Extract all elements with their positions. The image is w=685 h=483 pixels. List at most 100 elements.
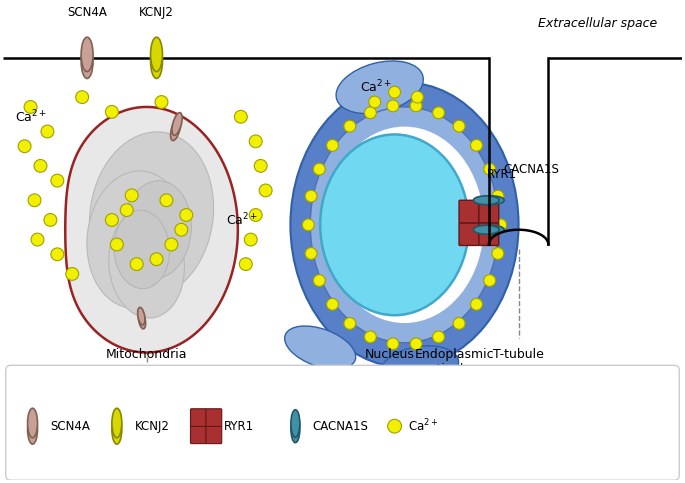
Ellipse shape xyxy=(150,253,163,266)
Ellipse shape xyxy=(81,44,93,78)
Ellipse shape xyxy=(305,248,317,259)
Ellipse shape xyxy=(313,275,325,286)
Ellipse shape xyxy=(495,219,507,231)
Ellipse shape xyxy=(388,86,401,98)
Ellipse shape xyxy=(364,331,376,343)
Ellipse shape xyxy=(473,225,499,234)
Ellipse shape xyxy=(172,113,182,135)
FancyBboxPatch shape xyxy=(459,223,479,245)
Ellipse shape xyxy=(105,213,119,227)
Ellipse shape xyxy=(433,331,445,343)
Ellipse shape xyxy=(344,317,356,329)
Ellipse shape xyxy=(165,238,178,251)
Ellipse shape xyxy=(112,414,122,444)
Text: CACNA1S: CACNA1S xyxy=(312,420,368,433)
Ellipse shape xyxy=(473,196,499,205)
FancyBboxPatch shape xyxy=(190,409,206,426)
Text: Ca$^{2+}$: Ca$^{2+}$ xyxy=(226,212,258,228)
Ellipse shape xyxy=(259,184,272,197)
FancyBboxPatch shape xyxy=(5,365,680,480)
Ellipse shape xyxy=(24,100,37,114)
Ellipse shape xyxy=(112,408,122,438)
Ellipse shape xyxy=(151,37,162,71)
FancyBboxPatch shape xyxy=(206,409,222,426)
Ellipse shape xyxy=(160,194,173,207)
Ellipse shape xyxy=(302,219,314,231)
Ellipse shape xyxy=(305,190,317,202)
FancyBboxPatch shape xyxy=(479,223,499,245)
Ellipse shape xyxy=(51,248,64,261)
Ellipse shape xyxy=(291,415,300,442)
Ellipse shape xyxy=(122,181,191,279)
FancyBboxPatch shape xyxy=(190,426,206,443)
Ellipse shape xyxy=(478,196,504,205)
Ellipse shape xyxy=(290,83,519,367)
Ellipse shape xyxy=(138,312,146,329)
Ellipse shape xyxy=(155,96,168,108)
Text: KCNJ2: KCNJ2 xyxy=(135,420,170,433)
Ellipse shape xyxy=(453,317,465,329)
Ellipse shape xyxy=(327,140,338,151)
Ellipse shape xyxy=(27,408,38,438)
Text: Ca$^{2+}$: Ca$^{2+}$ xyxy=(14,109,47,125)
Ellipse shape xyxy=(254,159,267,172)
Ellipse shape xyxy=(75,91,88,103)
Ellipse shape xyxy=(151,44,162,78)
Ellipse shape xyxy=(234,111,247,123)
Ellipse shape xyxy=(387,338,399,350)
FancyBboxPatch shape xyxy=(206,426,222,443)
Ellipse shape xyxy=(492,248,504,259)
Ellipse shape xyxy=(245,233,257,246)
Ellipse shape xyxy=(41,125,54,138)
Text: KCNJ2: KCNJ2 xyxy=(139,5,174,18)
Ellipse shape xyxy=(130,258,143,270)
Ellipse shape xyxy=(105,105,119,118)
Ellipse shape xyxy=(320,134,469,315)
Text: Ca$^{2+}$: Ca$^{2+}$ xyxy=(360,79,392,96)
Ellipse shape xyxy=(364,107,376,119)
Ellipse shape xyxy=(34,159,47,172)
Text: RYR1: RYR1 xyxy=(487,168,517,181)
Ellipse shape xyxy=(81,37,93,71)
Ellipse shape xyxy=(291,410,300,437)
Ellipse shape xyxy=(90,132,214,298)
Ellipse shape xyxy=(313,163,325,175)
Ellipse shape xyxy=(410,100,422,112)
FancyBboxPatch shape xyxy=(479,200,499,223)
Ellipse shape xyxy=(285,326,356,369)
Ellipse shape xyxy=(484,163,496,175)
Ellipse shape xyxy=(318,117,491,333)
Text: T-tubule: T-tubule xyxy=(493,348,544,361)
Text: Nucleus: Nucleus xyxy=(364,348,414,361)
FancyBboxPatch shape xyxy=(459,200,479,223)
Ellipse shape xyxy=(239,258,252,270)
Ellipse shape xyxy=(484,275,496,286)
Ellipse shape xyxy=(138,307,145,325)
Ellipse shape xyxy=(471,298,482,310)
Text: SCN4A: SCN4A xyxy=(67,5,107,18)
Ellipse shape xyxy=(51,174,64,187)
Ellipse shape xyxy=(478,225,504,234)
Ellipse shape xyxy=(388,419,401,433)
Ellipse shape xyxy=(410,338,422,350)
Ellipse shape xyxy=(66,268,79,280)
Text: Endoplasmic
reticulum: Endoplasmic reticulum xyxy=(414,348,494,376)
Ellipse shape xyxy=(109,210,184,318)
Ellipse shape xyxy=(114,210,169,289)
Ellipse shape xyxy=(180,209,192,221)
Ellipse shape xyxy=(471,140,482,151)
Ellipse shape xyxy=(492,190,504,202)
Ellipse shape xyxy=(121,204,133,216)
Text: Mitochondria: Mitochondria xyxy=(106,348,188,361)
Text: Ca$^{2+}$: Ca$^{2+}$ xyxy=(408,418,439,435)
Polygon shape xyxy=(65,107,238,353)
Ellipse shape xyxy=(87,171,186,308)
Ellipse shape xyxy=(171,118,181,141)
Ellipse shape xyxy=(336,61,423,114)
Text: Extracellular space: Extracellular space xyxy=(538,17,658,30)
Text: RYR1: RYR1 xyxy=(224,420,254,433)
Text: CACNA1S: CACNA1S xyxy=(503,163,560,176)
Ellipse shape xyxy=(380,346,459,389)
Ellipse shape xyxy=(369,96,381,108)
Ellipse shape xyxy=(27,414,38,444)
